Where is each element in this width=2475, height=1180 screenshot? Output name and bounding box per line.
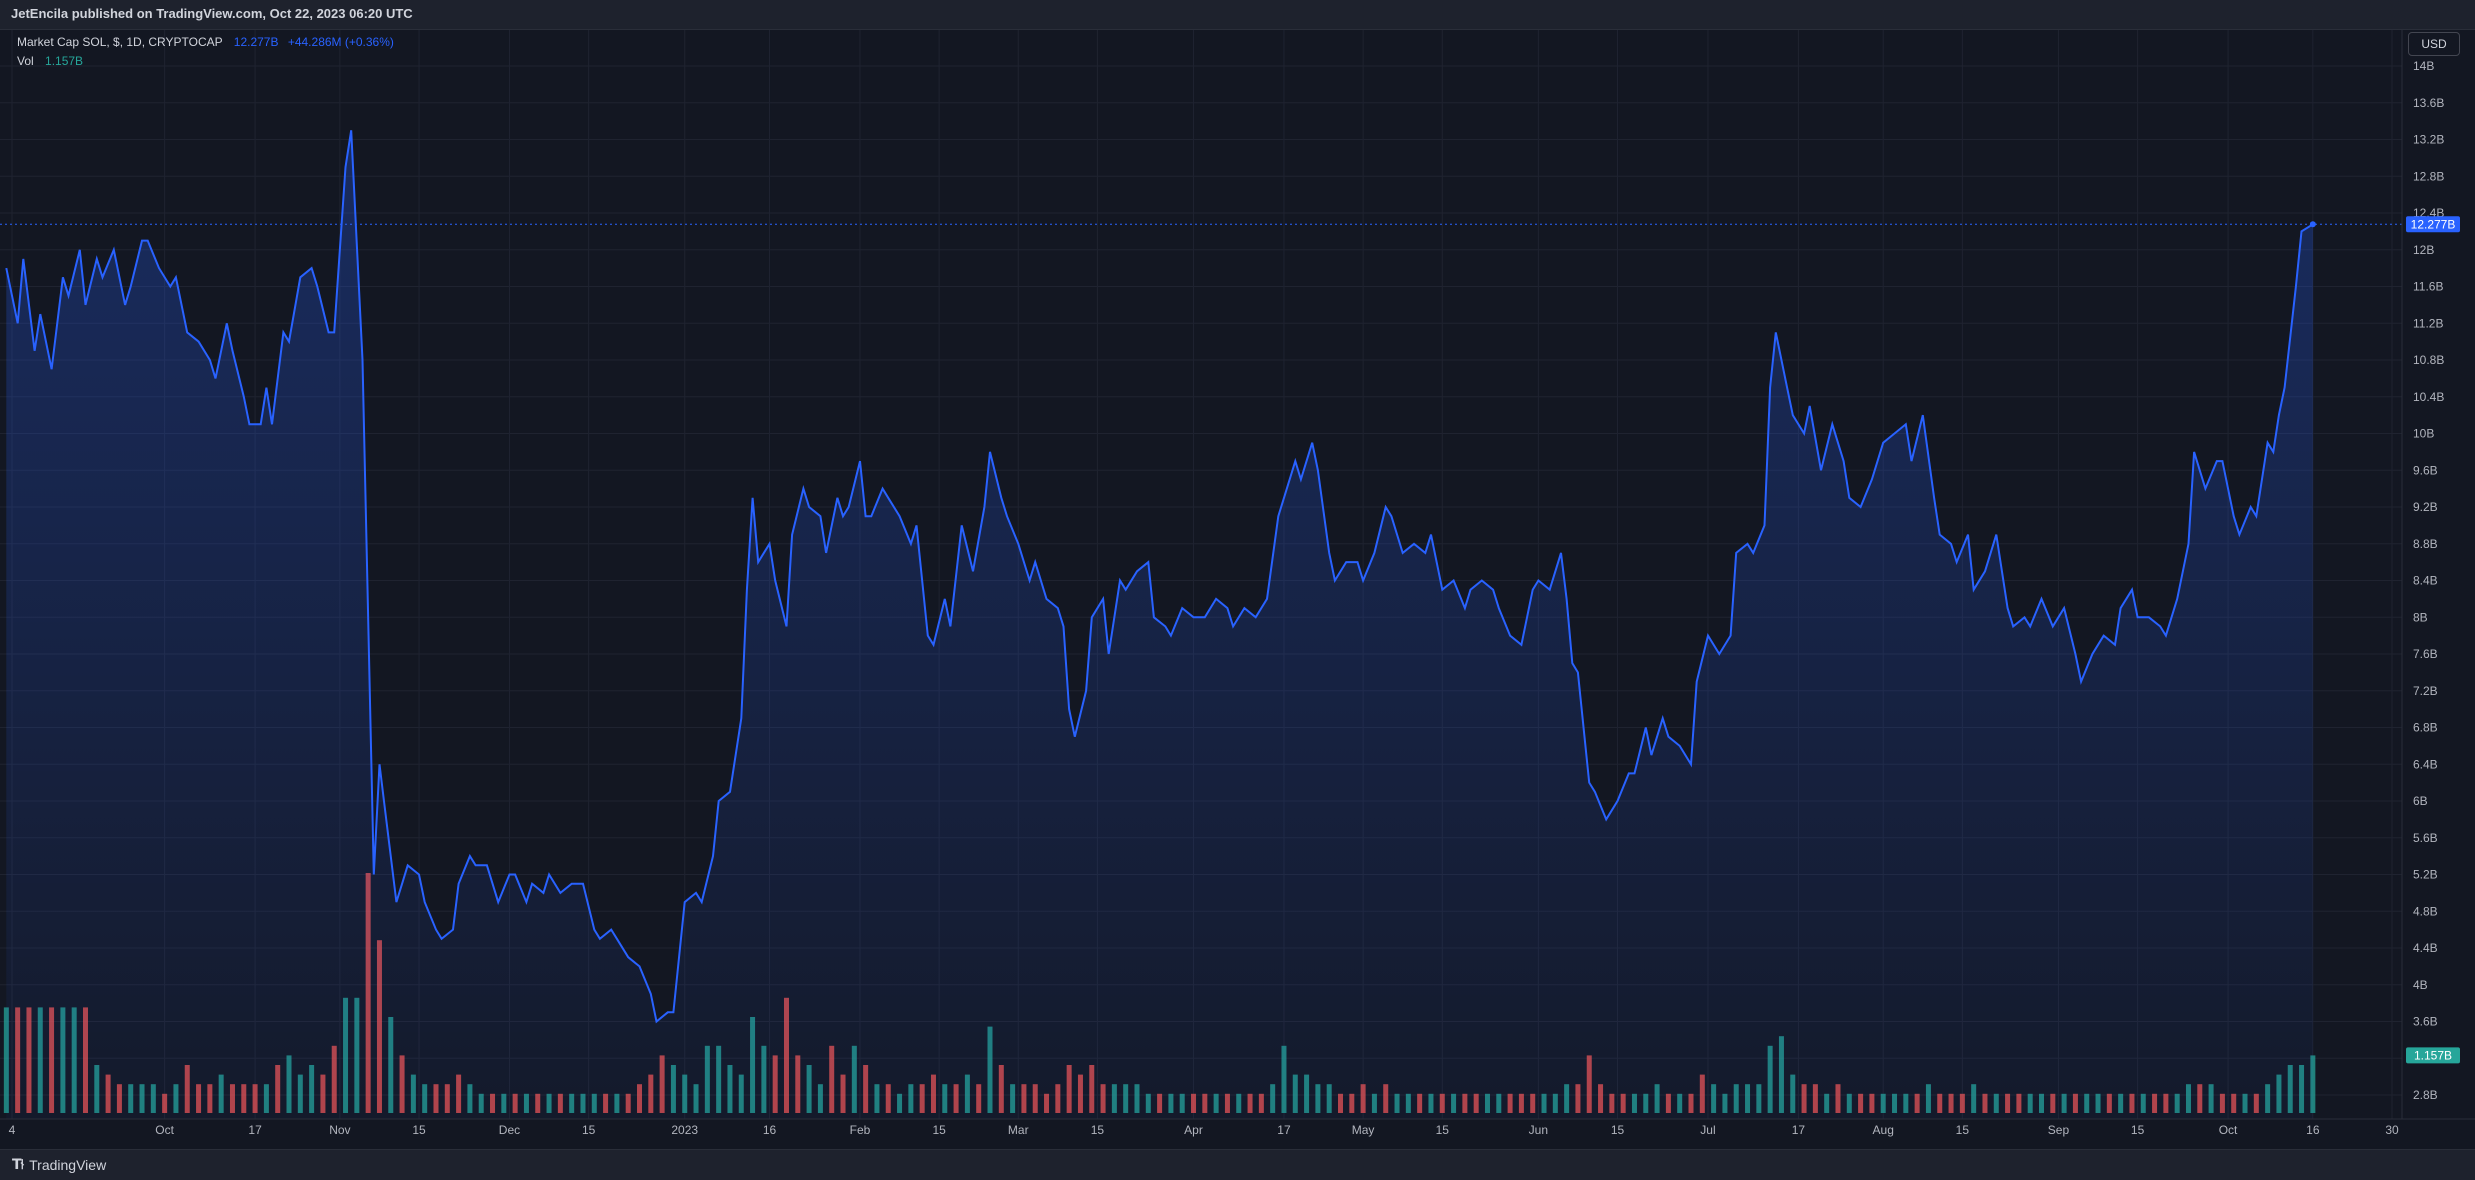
currency-button[interactable]: USD bbox=[2408, 32, 2460, 56]
time-tick-label: 30 bbox=[2385, 1123, 2399, 1137]
chart-legend: Market Cap SOL, $, 1D, CRYPTOCAP 12.277B… bbox=[17, 33, 394, 71]
time-tick-label: Oct bbox=[2219, 1123, 2238, 1137]
price-tick-label: 3.6B bbox=[2413, 1015, 2438, 1029]
tradingview-logo-icon: 𝗧⫮ bbox=[12, 1156, 24, 1172]
time-tick-label: Oct bbox=[155, 1123, 174, 1137]
last-volume-label: 1.157B bbox=[2414, 1048, 2452, 1062]
last-value-label: 12.277B bbox=[2411, 217, 2456, 231]
time-tick-label: Mar bbox=[1008, 1123, 1029, 1137]
publish-info: JetEncila published on TradingView.com, … bbox=[11, 6, 413, 21]
price-tick-label: 13.6B bbox=[2413, 96, 2444, 110]
legend-value: 12.277B bbox=[233, 35, 279, 49]
time-tick-label: 16 bbox=[2306, 1123, 2320, 1137]
legend-symbol-title[interactable]: Market Cap SOL, $, 1D, CRYPTOCAP bbox=[17, 35, 223, 49]
time-tick-label: Jun bbox=[1529, 1123, 1548, 1137]
legend-change: +44.286M (+0.36%) bbox=[287, 35, 394, 49]
price-tick-label: 10.8B bbox=[2413, 353, 2444, 367]
brand-name: TradingView bbox=[29, 1156, 107, 1173]
footer-bar: 𝗧⫮ TradingView bbox=[0, 1149, 2475, 1180]
price-tick-label: 12.8B bbox=[2413, 169, 2444, 183]
price-tick-label: 8.8B bbox=[2413, 537, 2438, 551]
time-tick-label: 15 bbox=[1091, 1123, 1105, 1137]
price-tick-label: 10.4B bbox=[2413, 390, 2444, 404]
time-tick-label: 15 bbox=[412, 1123, 426, 1137]
time-tick-label: Aug bbox=[1873, 1123, 1894, 1137]
time-tick-label: May bbox=[1352, 1123, 1375, 1137]
time-tick-label: Dec bbox=[499, 1123, 520, 1137]
time-tick-label: Apr bbox=[1184, 1123, 1203, 1137]
price-tick-label: 2.8B bbox=[2413, 1088, 2438, 1102]
legend-volume-value: 1.157B bbox=[45, 54, 84, 68]
market-cap-chart[interactable]: 14B13.6B13.2B12.8B12.4B12B11.6B11.2B10.8… bbox=[0, 30, 2475, 1149]
price-tick-label: 4.4B bbox=[2413, 941, 2438, 955]
time-tick-label: 17 bbox=[1277, 1123, 1291, 1137]
time-tick-label: Sep bbox=[2048, 1123, 2070, 1137]
price-tick-label: 8B bbox=[2413, 610, 2428, 624]
price-tick-label: 14B bbox=[2413, 59, 2434, 73]
time-scale[interactable]: 4 Oct 17 Nov 15 Dec 15 2023 16 Feb 15 Mar 15 Apr 17 May… bbox=[9, 1123, 2399, 1137]
time-tick-label: 17 bbox=[248, 1123, 262, 1137]
last-value-dot bbox=[2309, 221, 2316, 228]
time-tick-label: 4 bbox=[9, 1123, 16, 1137]
market-cap-line bbox=[5, 130, 2314, 1024]
price-tick-label: 6B bbox=[2413, 794, 2428, 808]
price-tick-label: 4.8B bbox=[2413, 904, 2438, 918]
price-scale[interactable]: 14B13.6B13.2B12.8B12.4B12B11.6B11.2B10.8… bbox=[2413, 59, 2444, 1102]
price-tick-label: 11.2B bbox=[2413, 316, 2443, 330]
tradingview-brand[interactable]: 𝗧⫮ TradingView bbox=[12, 1156, 106, 1173]
price-tick-label: 8.4B bbox=[2413, 574, 2438, 588]
time-tick-label: 15 bbox=[582, 1123, 596, 1137]
time-tick-label: 2023 bbox=[671, 1123, 698, 1137]
price-tick-label: 9.6B bbox=[2413, 463, 2438, 477]
price-tick-label: 7.6B bbox=[2413, 647, 2438, 661]
price-tick-label: 6.4B bbox=[2413, 757, 2438, 771]
price-tick-label: 12B bbox=[2413, 243, 2434, 257]
time-tick-label: Feb bbox=[850, 1123, 871, 1137]
publish-header: JetEncila published on TradingView.com, … bbox=[0, 0, 2475, 30]
price-tick-label: 9.2B bbox=[2413, 500, 2438, 514]
time-tick-label: Nov bbox=[329, 1123, 350, 1137]
time-tick-label: 15 bbox=[932, 1123, 946, 1137]
price-tick-label: 13.2B bbox=[2413, 133, 2444, 147]
time-tick-label: 16 bbox=[763, 1123, 777, 1137]
price-tick-label: 6.8B bbox=[2413, 721, 2438, 735]
time-tick-label: 15 bbox=[2131, 1123, 2145, 1137]
price-tick-label: 10B bbox=[2413, 427, 2434, 441]
last-value-badge: 12.277B bbox=[2406, 216, 2460, 233]
price-tick-label: 5.6B bbox=[2413, 831, 2438, 845]
price-tick-label: 7.2B bbox=[2413, 684, 2438, 698]
time-tick-label: 15 bbox=[1611, 1123, 1625, 1137]
price-tick-label: 11.6B bbox=[2413, 280, 2443, 294]
legend-volume-label[interactable]: Vol bbox=[17, 54, 34, 68]
price-tick-label: 5.2B bbox=[2413, 868, 2438, 882]
time-tick-label: 17 bbox=[1792, 1123, 1806, 1137]
time-tick-label: Jul bbox=[1700, 1123, 1715, 1137]
last-volume-badge: 1.157B bbox=[2406, 1047, 2460, 1064]
market-cap-area-fill bbox=[6, 130, 2313, 1120]
time-tick-label: 15 bbox=[1956, 1123, 1970, 1137]
time-tick-label: 15 bbox=[1436, 1123, 1450, 1137]
price-tick-label: 4B bbox=[2413, 978, 2428, 992]
